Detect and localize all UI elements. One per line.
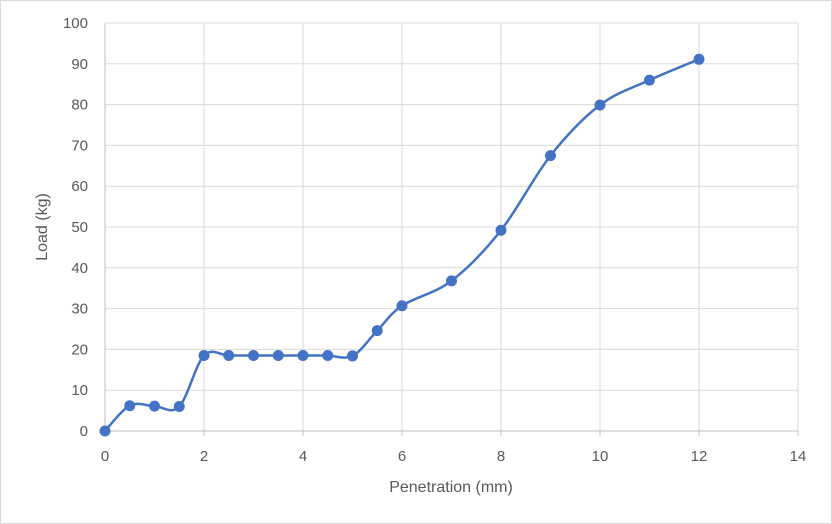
y-tick-labels: 0 10 20 30 40 50 60 70 80 90 100 [63, 15, 88, 440]
data-point [594, 99, 606, 111]
data-point [124, 400, 136, 412]
x-tick-label: 0 [101, 448, 109, 465]
x-tick-label: 12 [691, 448, 708, 465]
x-tick-label: 10 [592, 448, 609, 465]
data-point [693, 53, 705, 65]
data-point [495, 224, 507, 236]
data-point [272, 350, 284, 362]
data-point [347, 350, 358, 362]
y-tick-label: 30 [71, 301, 88, 318]
data-point [322, 350, 334, 362]
data-point [198, 350, 210, 362]
gridlines [105, 22, 799, 431]
data-point [223, 350, 235, 362]
y-tick-label: 40 [71, 260, 88, 277]
axes [104, 23, 799, 436]
data-point [248, 350, 259, 362]
y-tick-label: 10 [71, 382, 88, 399]
y-tick-label: 50 [71, 219, 88, 236]
x-tick-label: 14 [790, 448, 807, 465]
y-tick-label: 100 [63, 15, 88, 32]
data-point [371, 325, 383, 337]
data-point [545, 150, 556, 162]
x-tick-label: 8 [497, 448, 505, 465]
data-point [446, 275, 457, 287]
y-tick-label: 20 [71, 341, 88, 358]
data-point [99, 425, 111, 437]
y-tick-label: 80 [71, 97, 88, 114]
data-points [99, 53, 705, 437]
y-tick-label: 70 [71, 137, 88, 154]
y-axis-title: Load (kg) [34, 193, 51, 261]
y-tick-label: 90 [71, 56, 88, 73]
x-tick-labels: 0 2 4 6 8 10 12 14 [101, 448, 807, 465]
data-point [396, 300, 408, 312]
x-tick-label: 4 [299, 448, 307, 465]
data-point [149, 400, 160, 412]
x-axis-title: Penetration (mm) [389, 479, 513, 496]
x-tick-label: 2 [200, 448, 208, 465]
data-point [173, 401, 185, 413]
y-tick-label: 0 [80, 423, 88, 440]
x-tick-label: 6 [398, 448, 406, 465]
y-tick-label: 60 [71, 178, 88, 195]
data-point [644, 74, 655, 86]
data-point [297, 350, 309, 362]
